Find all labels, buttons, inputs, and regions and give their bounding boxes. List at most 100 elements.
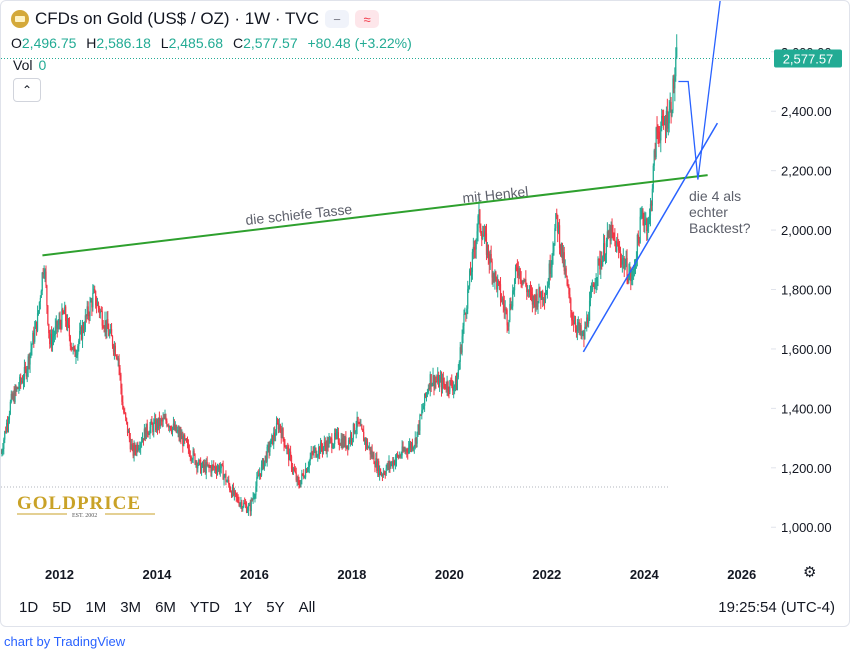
- candle-body: [429, 374, 431, 389]
- symbol-title: CFDs on Gold (US$ / OZ) · 1W · TVC: [35, 9, 320, 28]
- candle-body: [220, 464, 222, 469]
- candle-body: [313, 449, 315, 454]
- candle-body: [486, 244, 489, 255]
- candle-body: [592, 284, 594, 287]
- candle-body: [362, 429, 364, 432]
- candle-body: [483, 231, 486, 237]
- candle-body: [68, 325, 71, 337]
- range-all[interactable]: All: [298, 599, 316, 616]
- candle-body: [598, 258, 600, 260]
- candle-body: [482, 235, 484, 240]
- candle-body: [443, 383, 445, 385]
- candle-body: [145, 423, 147, 440]
- range-5y[interactable]: 5Y: [266, 599, 285, 616]
- candle-body: [500, 299, 503, 301]
- candle-body: [448, 390, 450, 392]
- candle-body: [246, 510, 249, 513]
- candle-body: [369, 446, 371, 455]
- candle-body: [364, 438, 367, 445]
- candle-body: [252, 497, 254, 501]
- last-price-label: 2,577.57: [783, 51, 834, 66]
- y-tick-label: 1,600.00: [781, 342, 832, 357]
- candle-body: [623, 257, 625, 270]
- candle-body: [133, 445, 135, 456]
- x-tick-label: 2018: [337, 567, 366, 582]
- candle-body: [537, 301, 539, 307]
- candle-body: [178, 430, 180, 438]
- candle-body: [141, 438, 144, 442]
- candle-body: [425, 393, 428, 397]
- candle-body: [101, 311, 103, 326]
- candle-body: [602, 256, 604, 267]
- candle-body: [360, 425, 362, 427]
- candle-body: [125, 417, 128, 422]
- candle-body: [278, 424, 280, 430]
- candle-body: [387, 463, 389, 468]
- candle-body: [140, 441, 143, 444]
- range-3m[interactable]: 3M: [120, 599, 142, 616]
- candle-body: [569, 294, 571, 299]
- candle-body: [394, 460, 397, 465]
- candle-body: [532, 295, 534, 305]
- settings-icon[interactable]: ⚙: [803, 564, 817, 581]
- candle-body: [608, 229, 610, 238]
- candle-body: [471, 251, 474, 272]
- range-ytd[interactable]: YTD: [189, 599, 220, 616]
- collapse-legend-button[interactable]: ⌃: [13, 78, 41, 102]
- candle-body: [454, 377, 457, 385]
- symbol-header[interactable]: CFDs on Gold (US$ / OZ) · 1W · TVC − ≈: [11, 9, 380, 29]
- candle-body: [566, 275, 568, 285]
- candle-body: [147, 433, 149, 435]
- candle-body: [59, 319, 61, 324]
- candle-body: [617, 241, 619, 245]
- candle-body: [496, 277, 498, 290]
- candle-body: [36, 313, 39, 331]
- candle-body: [103, 327, 105, 329]
- candle-body: [391, 461, 393, 464]
- annotation-backtest-line: Backtest?: [689, 220, 751, 236]
- candle-body: [370, 450, 372, 455]
- candle-body: [422, 409, 424, 411]
- candle-body: [554, 228, 556, 246]
- candle-body: [267, 445, 269, 447]
- candle-body: [415, 438, 417, 444]
- range-1m[interactable]: 1M: [85, 599, 107, 616]
- candle-body: [539, 287, 541, 297]
- candle-body: [616, 241, 618, 252]
- candle-body: [26, 369, 28, 377]
- candle-body: [274, 432, 276, 437]
- candle-body: [523, 279, 525, 282]
- wave-icon[interactable]: ≈: [355, 10, 380, 28]
- minus-icon[interactable]: −: [325, 10, 350, 28]
- candle-body: [474, 248, 476, 250]
- candle-body: [48, 323, 50, 334]
- candle-body: [450, 380, 452, 382]
- candle-body: [304, 477, 306, 479]
- candle-body: [111, 336, 114, 347]
- gold-symbol-icon: [11, 10, 29, 28]
- candle-body: [179, 432, 181, 438]
- candle-body: [621, 260, 623, 265]
- candle-body: [525, 279, 527, 286]
- candle-body: [164, 416, 166, 419]
- candle-body: [19, 376, 21, 388]
- x-tick-label: 2022: [532, 567, 561, 582]
- range-1y[interactable]: 1Y: [233, 599, 253, 616]
- candle-body: [317, 455, 319, 457]
- range-1d[interactable]: 1D: [19, 599, 39, 616]
- candle-body: [490, 254, 492, 262]
- y-tick-label: 1,800.00: [781, 283, 832, 298]
- range-5d[interactable]: 5D: [52, 599, 72, 616]
- candle-body: [409, 443, 412, 449]
- candle-body: [15, 387, 17, 391]
- candle-body: [518, 268, 520, 276]
- price-chart[interactable]: 1,000.00 1,200.00 1,400.00 1,600.00 1,800.00…: [1, 1, 849, 626]
- candle-body: [385, 468, 387, 475]
- candle-body: [464, 313, 466, 315]
- candle-body: [127, 430, 130, 433]
- candle-body: [73, 346, 75, 349]
- range-6m[interactable]: 6M: [155, 599, 176, 616]
- candle-body: [298, 481, 300, 486]
- tradingview-credit[interactable]: chart by TradingView: [4, 634, 126, 649]
- candle-body: [526, 285, 528, 293]
